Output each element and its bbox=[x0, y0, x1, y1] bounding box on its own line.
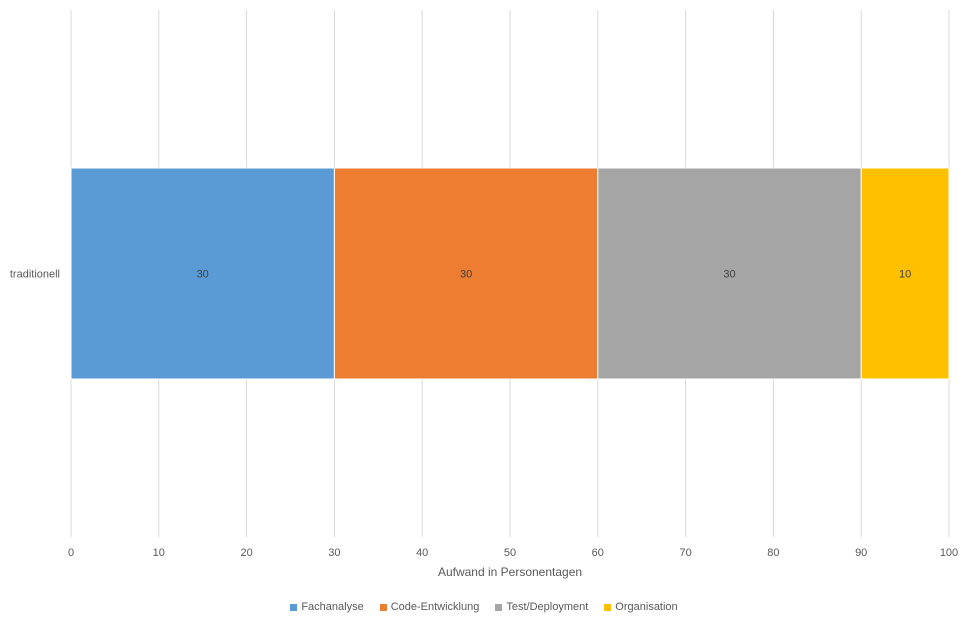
bars bbox=[70, 167, 950, 380]
x-tick-label: 10 bbox=[153, 547, 165, 559]
y-category-label: traditionell bbox=[10, 269, 60, 281]
legend-item: Fachanalyse bbox=[290, 601, 364, 613]
x-tick-label: 60 bbox=[592, 547, 604, 559]
x-tick-labels: 0 10 20 30 40 50 60 70 80 90 100 bbox=[68, 547, 958, 559]
legend-swatch bbox=[495, 603, 503, 611]
x-tick-label: 50 bbox=[504, 547, 516, 559]
data-labels: 30 30 30 10 bbox=[197, 269, 912, 281]
x-tick-label: 90 bbox=[855, 547, 867, 559]
legend-item: Test/Deployment bbox=[495, 601, 588, 613]
data-label: 30 bbox=[197, 269, 209, 281]
legend-swatch bbox=[604, 603, 612, 611]
legend-label: Organisation bbox=[615, 601, 678, 613]
x-tick-label: 100 bbox=[940, 547, 958, 559]
legend-item: Organisation bbox=[604, 601, 678, 613]
bar-segment bbox=[597, 167, 862, 380]
y-category-labels: traditionell bbox=[10, 269, 60, 281]
legend-swatch bbox=[290, 603, 298, 611]
x-tick-label: 40 bbox=[416, 547, 428, 559]
x-tick-label: 30 bbox=[328, 547, 340, 559]
data-label: 30 bbox=[723, 269, 735, 281]
data-label: 30 bbox=[460, 269, 472, 281]
x-tick-label: 80 bbox=[767, 547, 779, 559]
legend-swatch bbox=[379, 603, 387, 611]
legend: Fachanalyse Code-Entwicklung Test/Deployme… bbox=[0, 598, 968, 616]
legend-label: Fachanalyse bbox=[301, 601, 364, 613]
bar-segment bbox=[860, 167, 950, 380]
x-tick-label: 20 bbox=[240, 547, 252, 559]
x-axis-label: Aufwand in Personentagen bbox=[438, 565, 582, 579]
x-tick-label: 0 bbox=[68, 547, 74, 559]
bar-segment bbox=[333, 167, 599, 380]
legend-label: Code-Entwicklung bbox=[390, 601, 480, 613]
legend-label: Test/Deployment bbox=[506, 601, 589, 613]
bar-segment bbox=[70, 167, 335, 380]
x-tick-label: 70 bbox=[679, 547, 691, 559]
data-label: 10 bbox=[899, 269, 911, 281]
legend-item: Code-Entwicklung bbox=[379, 601, 480, 613]
